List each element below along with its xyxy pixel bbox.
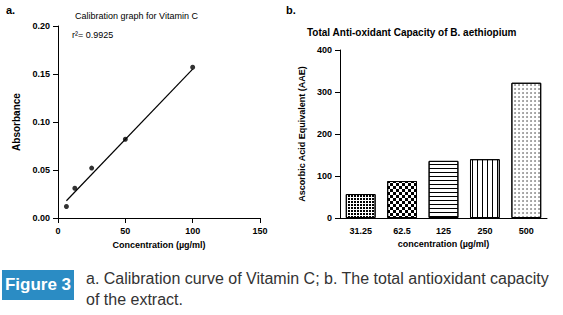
svg-text:concentration (µg/ml): concentration (µg/ml) [398, 239, 490, 249]
svg-text:Absorbance: Absorbance [11, 93, 22, 151]
svg-text:0.10: 0.10 [32, 117, 50, 127]
svg-text:100: 100 [185, 226, 200, 236]
html-text:a. Calibration curve of Vitami: a. Calibration curve of Vitamin C; b. Th… [86, 270, 549, 308]
svg-text:500: 500 [519, 226, 534, 236]
svg-text:100: 100 [317, 171, 332, 181]
svg-text:62.5: 62.5 [393, 226, 411, 236]
svg-text:200: 200 [317, 129, 332, 139]
svg-text:400: 400 [317, 45, 332, 55]
svg-text:0.20: 0.20 [32, 21, 50, 31]
svg-text:Concentration (µg/ml): Concentration (µg/ml) [112, 240, 205, 250]
svg-text:250: 250 [477, 226, 492, 236]
svg-text:a.: a. [6, 4, 15, 16]
svg-text:Total Anti-oxidant Capacity of: Total Anti-oxidant Capacity of B. aethio… [307, 27, 517, 38]
svg-text:Ascorbic Acid Equivalent (AAE): Ascorbic Acid Equivalent (AAE) [297, 66, 307, 202]
svg-text:0: 0 [55, 226, 60, 236]
svg-text:0.05: 0.05 [32, 165, 50, 175]
svg-text:Calibration graph for Vitamin: Calibration graph for Vitamin C [75, 11, 198, 21]
svg-text:300: 300 [317, 87, 332, 97]
svg-text:0.15: 0.15 [32, 69, 50, 79]
svg-text:125: 125 [436, 226, 451, 236]
svg-text:0.00: 0.00 [32, 213, 50, 223]
svg-text:0: 0 [327, 213, 332, 223]
svg-text:31.25: 31.25 [349, 226, 372, 236]
svg-text:150: 150 [252, 226, 267, 236]
svg-text:r²= 0.9925: r²= 0.9925 [72, 30, 113, 40]
svg-text:50: 50 [120, 226, 130, 236]
html-text:Figure 3: Figure 3 [4, 275, 72, 294]
svg-text:b.: b. [286, 4, 296, 16]
